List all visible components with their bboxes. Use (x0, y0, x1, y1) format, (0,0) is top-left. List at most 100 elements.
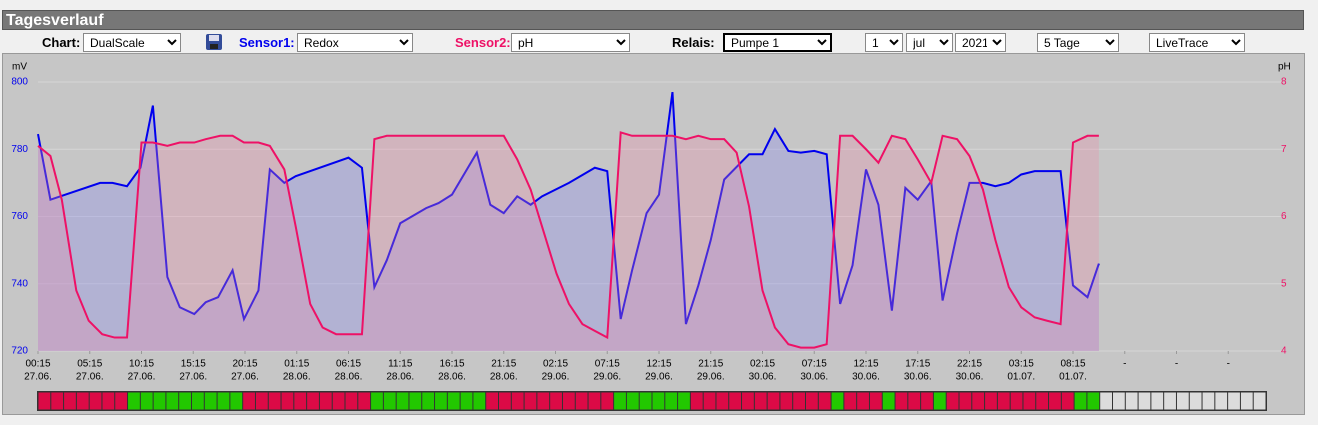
relay-cell (703, 392, 716, 410)
relay-cell (908, 392, 921, 410)
relay-cell (447, 392, 460, 410)
sensor2-select[interactable]: pH (511, 33, 630, 52)
mode-select[interactable]: LiveTrace (1149, 33, 1245, 52)
chart-panel (2, 53, 1305, 415)
relay-cell (562, 392, 575, 410)
relay-cell (997, 392, 1010, 410)
relay-cell (1023, 392, 1036, 410)
relay-cell (153, 392, 166, 410)
relay-cell (89, 392, 102, 410)
relay-cell (921, 392, 933, 410)
relay-cell (268, 392, 281, 410)
relais-select[interactable]: Pumpe 1 (723, 33, 832, 52)
relay-cell (51, 392, 64, 410)
relay-cell (818, 392, 831, 410)
x-tick-date: 28.06. (335, 372, 363, 383)
relay-cell (128, 392, 140, 410)
relay-cell (742, 392, 754, 410)
relay-cell (473, 392, 486, 410)
relay-cell (1189, 392, 1202, 410)
relay-cell (371, 392, 383, 410)
relay-cell (1151, 392, 1164, 410)
relay-cell (524, 392, 537, 410)
save-icon[interactable] (205, 33, 223, 51)
relay-cell (511, 392, 524, 410)
x-tick-label: 11:15 (388, 359, 413, 370)
relay-cell (486, 392, 498, 410)
y2-tick-label: 7 (1281, 144, 1287, 155)
relay-cell (1240, 392, 1253, 410)
relay-cell (972, 392, 985, 410)
relay-cell (601, 392, 614, 410)
x-tick-date: 30.06. (800, 372, 828, 383)
chart-label: Chart: (42, 35, 81, 50)
chart-select[interactable]: DualScale (83, 33, 181, 52)
relay-cell (690, 392, 703, 410)
relay-cell (38, 392, 51, 410)
x-tick-date: 30.06. (852, 372, 880, 383)
relay-cell (1138, 392, 1151, 410)
x-tick-label: 02:15 (543, 359, 568, 370)
relay-cell (166, 392, 179, 410)
relay-cell (140, 392, 153, 410)
y2-tick-label: 4 (1281, 346, 1287, 357)
relay-cell (204, 392, 217, 410)
day-select[interactable]: 1 (865, 33, 903, 52)
month-select[interactable]: jul (906, 33, 953, 52)
year-select[interactable]: 2021 (955, 33, 1006, 52)
relay-cell (588, 392, 601, 410)
x-tick-label: - (1227, 359, 1230, 370)
y-tick-label: 740 (11, 278, 28, 289)
relay-cell (550, 392, 562, 410)
x-tick-label: 16:15 (439, 359, 464, 370)
x-tick-label: 20:15 (232, 359, 257, 370)
x-tick-label: 06:15 (336, 359, 361, 370)
x-tick-label: 00:15 (25, 359, 50, 370)
x-tick-label: 07:15 (802, 359, 827, 370)
sensor1-select[interactable]: Redox (297, 33, 413, 52)
relay-cell (332, 392, 345, 410)
relay-cell (1049, 392, 1061, 410)
relay-cell (64, 392, 76, 410)
relay-cell (1061, 392, 1074, 410)
area (38, 92, 1099, 352)
relay-cell (345, 392, 358, 410)
relay-cell (575, 392, 588, 410)
relay-cell (281, 392, 294, 410)
relay-cell (869, 392, 882, 410)
relay-cell (985, 392, 997, 410)
relay-cell (831, 392, 844, 410)
sensor2-label: Sensor2: (455, 35, 511, 50)
x-tick-date: 30.06. (956, 372, 984, 383)
relay-cell (882, 392, 895, 410)
sensor1-label: Sensor1: (239, 35, 295, 50)
relay-cell (652, 392, 665, 410)
x-tick-date: 29.06. (542, 372, 570, 383)
y2-tick-label: 5 (1281, 278, 1287, 289)
relay-cell (102, 392, 115, 410)
x-tick-date: 29.06. (697, 372, 725, 383)
x-tick-label: 21:15 (491, 359, 516, 370)
relay-cell (383, 392, 396, 410)
x-tick-label: 02:15 (750, 359, 775, 370)
y2-tick-label: 6 (1281, 211, 1287, 222)
relay-cell (806, 392, 818, 410)
relay-cell (780, 392, 793, 410)
x-tick-date: 27.06. (24, 372, 52, 383)
relay-cell (626, 392, 639, 410)
relay-cell (1164, 392, 1176, 410)
relay-cell (1113, 392, 1125, 410)
relay-cell (857, 392, 869, 410)
relay-cell (217, 392, 230, 410)
relay-cell (946, 392, 959, 410)
range-select[interactable]: 5 Tage (1037, 33, 1119, 52)
x-tick-date: 30.06. (749, 372, 777, 383)
relay-cell (614, 392, 626, 410)
relay-cell (294, 392, 307, 410)
relay-cell (499, 392, 511, 410)
x-tick-date: 27.06. (76, 372, 104, 383)
x-tick-label: - (1175, 359, 1178, 370)
x-tick-label: 10:15 (129, 359, 154, 370)
relay-cell (115, 392, 128, 410)
